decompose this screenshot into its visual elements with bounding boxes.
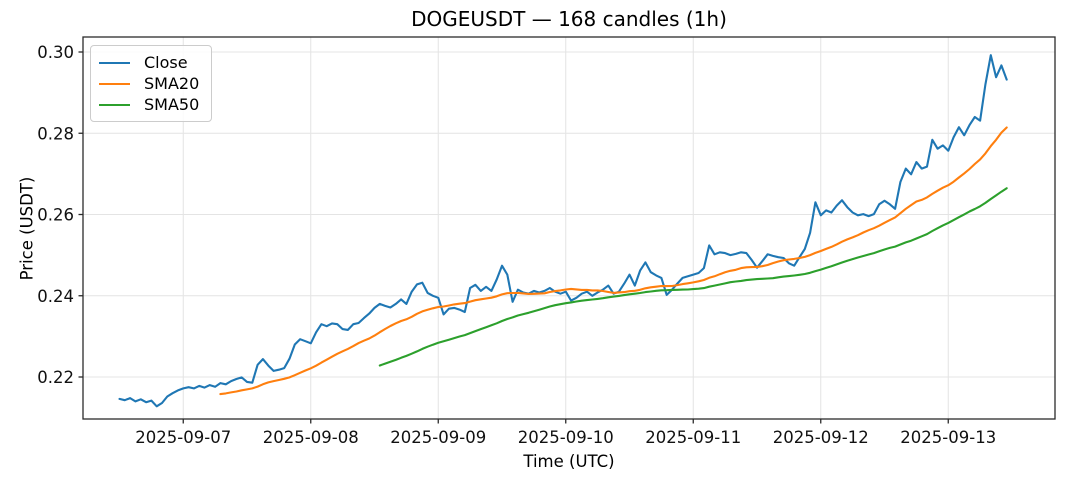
- sma50-line: [378, 187, 1008, 367]
- x-tick-label: 2025-09-07: [135, 428, 231, 447]
- y-tick-label: 0.22: [37, 368, 74, 387]
- y-tick-label: 0.28: [37, 124, 74, 143]
- sma20-line: [219, 126, 1008, 396]
- y-tick-label: 0.26: [37, 206, 74, 225]
- sma20-line-swatch: [99, 82, 130, 85]
- legend-entry-close: Close: [97, 52, 199, 73]
- x-tick-label: 2025-09-10: [518, 428, 614, 447]
- x-tick-label: 2025-09-11: [645, 428, 741, 447]
- chart-title: DOGEUSDT — 168 candles (1h): [411, 7, 727, 31]
- legend: Close SMA20 SMA50: [90, 45, 213, 122]
- y-tick-label: 0.24: [37, 287, 74, 306]
- legend-entry-sma50: SMA50: [97, 94, 199, 115]
- legend-label-sma20: SMA20: [144, 74, 200, 93]
- y-tick-label: 0.30: [37, 43, 74, 62]
- x-tick-label: 2025-09-09: [390, 428, 486, 447]
- x-tick-label: 2025-09-08: [263, 428, 359, 447]
- axes-spines: [82, 36, 1056, 420]
- legend-entry-sma20: SMA20: [97, 73, 199, 94]
- y-axis-label: Price (USDT): [17, 176, 37, 281]
- close-line: [118, 54, 1008, 408]
- sma50-line-swatch: [99, 103, 130, 106]
- close-line-swatch: [99, 61, 130, 64]
- legend-label-sma50: SMA50: [144, 95, 200, 114]
- x-tick-label: 2025-09-13: [900, 428, 996, 447]
- legend-label-close: Close: [144, 53, 188, 72]
- x-axis-label: Time (UTC): [523, 452, 615, 471]
- x-tick-label: 2025-09-12: [773, 428, 869, 447]
